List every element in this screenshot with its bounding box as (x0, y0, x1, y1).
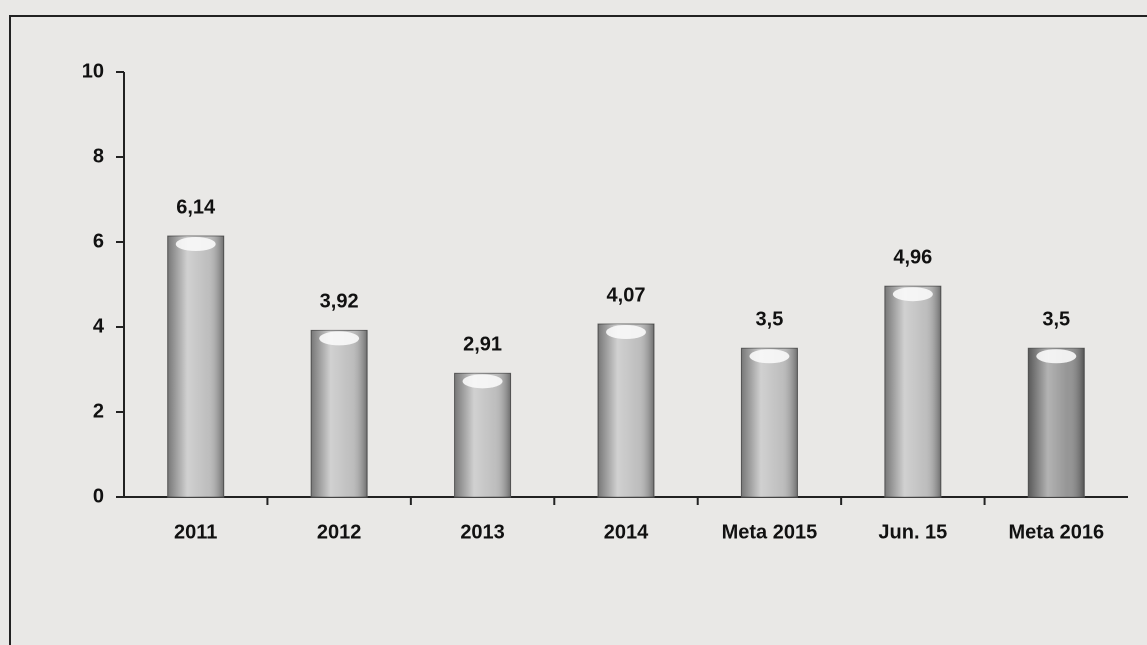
x-tick-label: Meta 2015 (722, 521, 818, 543)
y-tick-label: 0 (93, 485, 104, 507)
bar-shade (884, 286, 941, 497)
value-label: 4,07 (607, 284, 646, 306)
plot-area: 0 2 4 6 8 10 2011 6,14 2012 3,92 2013 2,91 2014 4,07 M… (82, 60, 1128, 543)
value-label: 4,96 (893, 246, 932, 268)
x-tick-label: 2014 (604, 521, 649, 543)
y-tick-label: 6 (93, 230, 104, 252)
value-label: 2,91 (463, 334, 502, 356)
y-tick-label: 4 (93, 315, 105, 337)
bar-cap (606, 325, 646, 340)
frame (9, 15, 1147, 645)
bar-shade (454, 373, 511, 497)
bar-cap (892, 287, 933, 302)
bar-shade (1028, 348, 1085, 497)
y-tick-label: 2 (93, 400, 104, 422)
value-label: 3,92 (320, 291, 359, 313)
x-tick-label: 2011 (174, 521, 217, 543)
bar-shade (598, 324, 654, 497)
bar-shade (167, 236, 224, 498)
x-tick-label: 2013 (460, 521, 505, 543)
value-label: 6,14 (176, 196, 216, 218)
bar-cap (175, 237, 216, 252)
bar-cap (749, 349, 790, 364)
value-label: 3,5 (1042, 309, 1070, 331)
bar-cap (1036, 349, 1077, 364)
x-tick-label: Jun. 15 (878, 521, 947, 543)
value-label: 3,5 (756, 309, 784, 331)
y-tick-label: 10 (82, 60, 104, 82)
x-tick-label: Meta 2016 (1008, 521, 1104, 543)
bar-shade (741, 348, 798, 497)
bar-shade (311, 330, 368, 497)
x-tick-label: 2012 (317, 521, 362, 543)
bar-cap (462, 374, 503, 389)
bar-cap (319, 331, 360, 346)
y-tick-label: 8 (93, 145, 104, 167)
